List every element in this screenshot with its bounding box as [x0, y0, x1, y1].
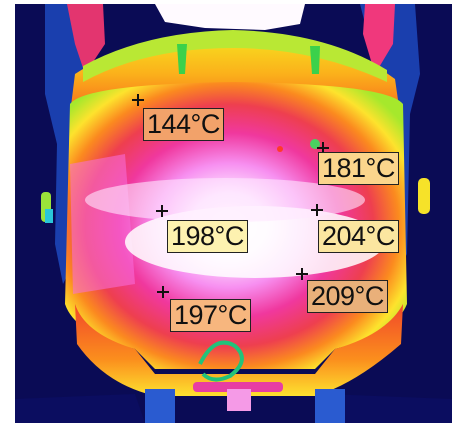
cable-loop — [198, 340, 244, 382]
lower-body — [75, 304, 403, 396]
connector — [193, 382, 283, 392]
left-clip-cool — [45, 209, 53, 223]
lid-rim — [83, 30, 387, 82]
bottom-left — [15, 394, 145, 423]
spot-readout-3: 198°C — [167, 220, 248, 253]
spot-marker-4 — [311, 204, 323, 216]
spot-readout-1: 144°C — [143, 108, 224, 141]
right-leg — [315, 389, 345, 423]
spot-readout-2: 181°C — [318, 152, 399, 185]
spot-marker-2 — [317, 142, 329, 154]
spot-marker-1 — [132, 94, 144, 106]
spot-readout-5: 197°C — [170, 299, 251, 332]
bottom-right — [315, 394, 452, 423]
thermal-scene — [15, 4, 452, 423]
side-glow — [70, 154, 135, 294]
left-frame-hot — [67, 4, 105, 74]
spot-marker-5 — [157, 286, 169, 298]
spot-readout-6: 209°C — [307, 280, 388, 313]
red-dot — [277, 146, 283, 152]
lid-mark — [177, 44, 187, 74]
spot-marker-6 — [296, 268, 308, 280]
connector-plug — [227, 389, 251, 411]
lid-mark-2 — [310, 46, 320, 74]
top-hot-spot — [155, 4, 305, 30]
spot-readout-4: 204°C — [318, 220, 399, 253]
spot-marker-3 — [156, 205, 168, 217]
left-leg — [145, 389, 175, 423]
right-frame-hot — [363, 4, 395, 74]
right-clip — [418, 178, 430, 214]
hot-band — [85, 178, 365, 222]
hot-dot — [310, 139, 320, 149]
thermal-image: 144°C 181°C 198°C 204°C 197°C 209°C — [15, 4, 452, 423]
